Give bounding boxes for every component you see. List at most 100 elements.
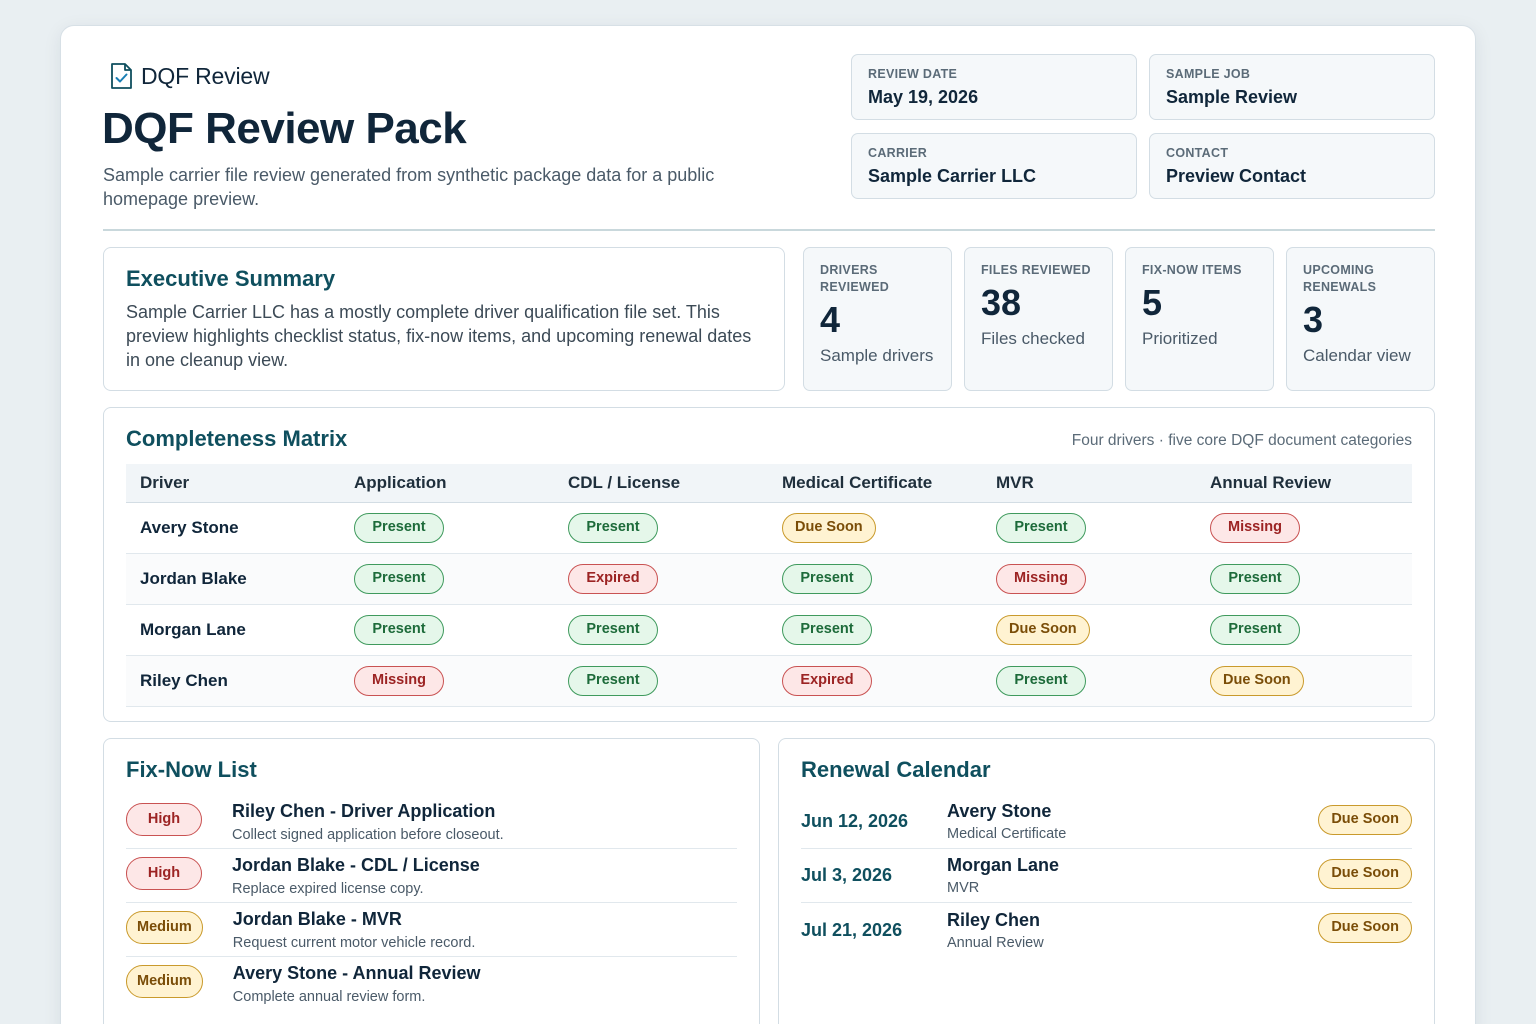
matrix-cell: Expired: [768, 655, 982, 707]
stat-value: 5: [1142, 282, 1163, 323]
list-item: Medium Jordan Blake - MVR Request current …: [126, 903, 737, 957]
renewal-body: Riley Chen Annual Review: [947, 910, 1044, 951]
meta-value: Preview Contact: [1166, 166, 1307, 186]
stat-label: FIX-NOW ITEMS: [1142, 263, 1242, 277]
list-item: Medium Avery Stone - Annual Review Complet…: [126, 957, 737, 1011]
matrix-body: Avery Stone Present Present Due Soon Present…: [126, 502, 1412, 707]
status-badge: Present: [782, 614, 872, 645]
matrix-cell: Present: [1196, 604, 1412, 656]
priority-badge: Medium: [126, 911, 203, 944]
status-badge: Expired: [568, 563, 658, 594]
status-badge: Present: [996, 512, 1086, 543]
fix-item-body: Jordan Blake - CDL / License Replace expi…: [232, 855, 480, 897]
stat-caption: Sample drivers: [820, 346, 934, 365]
stat-drivers-reviewed: DRIVERS REVIEWED 4 Sample drivers: [803, 247, 952, 391]
status-badge: Missing: [354, 665, 444, 696]
meta-card-contact: CONTACT Preview Contact: [1149, 133, 1435, 199]
table-row: Jordan Blake Present Expired Present Missing…: [126, 553, 1412, 605]
meta-label: CONTACT: [1166, 146, 1229, 160]
matrix-cell: Present: [554, 502, 768, 554]
table-row: Avery Stone Present Present Due Soon Present…: [126, 502, 1412, 554]
matrix-note: Four drivers · five core DQF document ca…: [1071, 432, 1412, 449]
stat-files-reviewed: FILES REVIEWED 38 Files checked: [964, 247, 1113, 391]
list-item: High Riley Chen - Driver Application Colle…: [126, 795, 737, 849]
summary-text: Sample Carrier LLC has a mostly complete…: [126, 302, 752, 370]
matrix-cell: Present: [340, 553, 554, 605]
list-item: Jul 3, 2026 Morgan Lane MVR Due Soon: [801, 849, 1412, 903]
executive-summary: Executive Summary Sample Carrier LLC has…: [103, 247, 785, 391]
document-check-icon: [111, 63, 132, 89]
section-title: Renewal Calendar: [801, 757, 991, 782]
column-header: Driver: [126, 464, 340, 503]
fix-item-title: Avery Stone - Annual Review: [232, 963, 481, 983]
matrix-cell: Present: [982, 655, 1196, 707]
priority-badge: High: [126, 857, 202, 890]
table-header-row: Driver Application CDL / License Medical…: [126, 464, 1412, 503]
matrix-cell: Present: [340, 604, 554, 656]
list-item: Jul 21, 2026 Riley Chen Annual Review Due S…: [801, 903, 1412, 957]
matrix-cell: Present: [768, 553, 982, 605]
fix-item-description: Complete annual review form.: [232, 989, 426, 1005]
fix-item-description: Collect signed application before closeo…: [232, 827, 504, 843]
fix-item-body: Avery Stone - Annual Review Complete annu…: [233, 963, 481, 1005]
column-header: Application: [340, 464, 554, 503]
completeness-matrix: Completeness Matrix Four drivers · five …: [103, 407, 1435, 722]
section-title: Completeness Matrix: [126, 426, 348, 451]
section-title: Executive Summary: [126, 266, 336, 291]
renewal-date: Jun 12, 2026: [801, 811, 909, 831]
status-badge: Present: [568, 665, 658, 696]
brand: DQF Review: [109, 62, 270, 90]
stat-upcoming-renewals: UPCOMING RENEWALS 3 Calendar view: [1286, 247, 1435, 391]
fix-item-body: Jordan Blake - MVR Request current motor …: [233, 909, 476, 951]
status-badge: Present: [354, 512, 444, 543]
renewal-driver: Morgan Lane: [947, 855, 1060, 875]
matrix-cell: Missing: [1196, 502, 1412, 554]
meta-value: Sample Review: [1166, 87, 1298, 107]
table-row: Riley Chen Missing Present Expired Present Du…: [126, 655, 1412, 707]
status-badge: Due Soon: [1318, 805, 1412, 835]
matrix-cell: Missing: [340, 655, 554, 707]
renewal-body: Morgan Lane MVR: [947, 855, 1059, 896]
fix-item-description: Replace expired license copy.: [232, 881, 424, 897]
status-badge: Expired: [782, 665, 872, 696]
renewal-calendar: Renewal Calendar Jun 12, 2026 Avery Stone…: [778, 738, 1435, 1024]
review-sheet: DQF Review DQF Review Pack Sample carrie…: [60, 25, 1476, 1024]
status-badge: Present: [1210, 563, 1300, 594]
matrix-table: Driver Application CDL / License Medical…: [126, 464, 1412, 707]
page-title: DQF Review Pack: [102, 104, 467, 153]
matrix-cell: Present: [554, 655, 768, 707]
status-badge: Due Soon: [1210, 665, 1304, 696]
driver-name: Morgan Lane: [126, 604, 340, 656]
section-title: Fix-Now List: [126, 757, 257, 782]
meta-value: May 19, 2026: [868, 87, 979, 107]
list-item: High Jordan Blake - CDL / License Replace …: [126, 849, 737, 903]
renewal-driver: Avery Stone: [947, 801, 1052, 821]
meta-value: Sample Carrier LLC: [868, 166, 1037, 186]
matrix-cell: Due Soon: [1196, 655, 1412, 707]
stat-caption: Files checked: [981, 329, 1085, 348]
priority-badge: High: [126, 803, 202, 836]
column-header: Annual Review: [1196, 464, 1412, 503]
matrix-cell: Present: [982, 502, 1196, 554]
stat-value: 3: [1303, 299, 1324, 340]
matrix-cell: Present: [554, 604, 768, 656]
stat-fix-now-items: FIX-NOW ITEMS 5 Prioritized: [1125, 247, 1274, 391]
stat-label: FILES REVIEWED: [981, 263, 1091, 277]
status-badge: Missing: [996, 563, 1086, 594]
stat-caption: Prioritized: [1142, 329, 1218, 348]
renewal-date: Jul 3, 2026: [801, 865, 893, 885]
fix-item-body: Riley Chen - Driver Application Collect s…: [232, 801, 504, 843]
renewal-date: Jul 21, 2026: [801, 919, 903, 940]
renewal-document: Medical Certificate: [947, 826, 1067, 842]
matrix-cell: Present: [768, 604, 982, 656]
column-header: CDL / License: [554, 464, 768, 503]
meta-card-review-date: REVIEW DATE May 19, 2026: [851, 54, 1137, 120]
status-badge: Present: [996, 665, 1086, 696]
column-header: MVR: [982, 464, 1196, 503]
meta-card-sample-job: SAMPLE JOB Sample Review: [1149, 54, 1435, 120]
matrix-cell: Present: [1196, 553, 1412, 605]
meta-card-carrier: CARRIER Sample Carrier LLC: [851, 133, 1137, 199]
status-badge: Due Soon: [1318, 913, 1412, 943]
matrix-cell: Due Soon: [982, 604, 1196, 656]
meta-label: REVIEW DATE: [868, 67, 958, 81]
